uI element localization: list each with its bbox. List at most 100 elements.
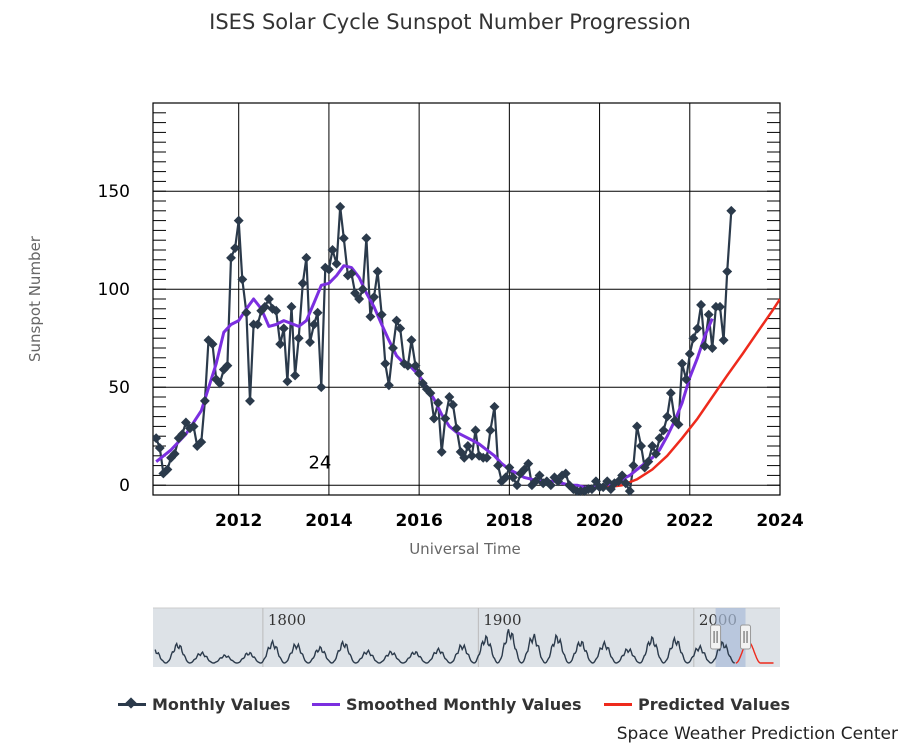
monthly-value-marker (530, 476, 541, 487)
monthly-value-marker (665, 388, 676, 399)
monthly-value-marker (722, 266, 733, 277)
monthly-value-marker (199, 395, 210, 406)
monthly-value-marker (154, 443, 165, 453)
monthly-value-marker (169, 448, 180, 459)
monthly-value-marker (241, 307, 252, 318)
monthly-value-marker (327, 245, 338, 255)
monthly-value-marker (632, 421, 642, 432)
monthly-value-marker (523, 458, 534, 469)
monthly-value-marker (316, 382, 327, 393)
chart-title: ISES Solar Cycle Sunspot Number Progress… (209, 10, 691, 34)
monthly-value-marker (188, 421, 199, 432)
monthly-value-marker (350, 288, 361, 299)
chart-legend: Monthly Values Smoothed Monthly Values P… (0, 692, 900, 716)
x-tick-label: 2024 (756, 511, 803, 531)
legend-label-predicted: Predicted Values (638, 694, 790, 714)
monthly-value-marker (380, 358, 391, 369)
monthly-value-marker (162, 464, 173, 475)
monthly-value-marker (681, 374, 692, 385)
monthly-value-marker (448, 399, 458, 410)
monthly-value-marker (436, 446, 447, 457)
monthly-value-marker (481, 452, 492, 463)
monthly-value-marker (282, 376, 293, 387)
cycle-annotation: 24 (308, 453, 331, 474)
monthly-value-marker (617, 470, 628, 481)
smoothed-values-line (155, 264, 714, 489)
legend-item-predicted[interactable]: Predicted Values (604, 692, 790, 716)
monthly-value-marker (470, 425, 481, 436)
monthly-value-marker (207, 339, 218, 350)
monthly-value-marker (230, 243, 241, 253)
monthly-value-marker (222, 360, 233, 371)
monthly-value-marker (662, 411, 673, 422)
x-tick-label: 2022 (666, 511, 713, 531)
monthly-value-marker (369, 292, 379, 302)
legend-item-smoothed[interactable]: Smoothed Monthly Values (312, 692, 581, 716)
monthly-value-marker (391, 315, 402, 326)
monthly-value-marker (354, 294, 365, 304)
monthly-value-marker (624, 486, 635, 497)
monthly-value-marker (414, 368, 425, 379)
monthly-value-marker (677, 358, 688, 369)
monthly-value-marker (647, 441, 658, 451)
legend-item-monthly[interactable]: Monthly Values (118, 692, 290, 716)
monthly-value-marker (699, 341, 710, 351)
navigator-right-handle[interactable] (740, 624, 752, 650)
monthly-value-marker (534, 470, 545, 481)
navigator-left-handle[interactable] (710, 624, 722, 650)
monthly-value-marker (553, 476, 564, 487)
monthly-value-marker (305, 337, 315, 348)
x-tick-label: 2012 (215, 511, 262, 531)
x-axis-title: Universal Time (409, 540, 521, 558)
legend-label-smoothed: Smoothed Monthly Values (346, 694, 582, 714)
navigator[interactable]: 180019002000 (153, 607, 780, 667)
x-tick-label: 2014 (305, 511, 352, 531)
monthly-value-marker (245, 395, 255, 406)
monthly-value-marker (466, 450, 477, 461)
monthly-value-marker (440, 413, 451, 424)
monthly-value-marker (703, 309, 714, 320)
monthly-value-marker (365, 311, 376, 322)
monthly-value-marker (388, 343, 398, 353)
x-tick-label: 2016 (395, 511, 442, 531)
monthly-value-marker (707, 343, 718, 353)
navigator-history-line (154, 629, 735, 664)
monthly-value-marker (153, 433, 162, 444)
monthly-value-marker (620, 478, 631, 489)
plot-series-group (153, 201, 780, 497)
monthly-value-marker (673, 419, 684, 430)
monthly-value-marker (500, 472, 511, 483)
monthly-value-marker (226, 252, 236, 263)
monthly-value-marker (684, 348, 695, 359)
monthly-value-marker (309, 319, 319, 330)
monthly-value-marker (297, 278, 308, 289)
monthly-value-marker (233, 215, 244, 226)
monthly-value-marker (338, 233, 349, 244)
monthly-value-marker (361, 233, 372, 244)
monthly-value-marker (383, 380, 394, 391)
monthly-value-marker (402, 360, 413, 371)
predicted-values-line (607, 298, 780, 489)
monthly-value-marker (598, 482, 609, 493)
monthly-value-marker (462, 441, 473, 451)
monthly-value-marker (290, 370, 301, 381)
monthly-value-marker (444, 392, 455, 402)
navigator-background (153, 608, 780, 667)
monthly-value-marker (180, 417, 191, 428)
monthly-value-marker (301, 252, 312, 263)
monthly-value-marker (586, 484, 597, 495)
monthly-value-marker (485, 425, 496, 436)
monthly-value-marker (293, 333, 304, 344)
monthly-value-marker (417, 378, 428, 389)
monthly-value-marker (493, 460, 504, 471)
monthly-value-marker (636, 441, 647, 451)
navigator-predicted-line (735, 640, 774, 664)
monthly-value-marker (692, 323, 703, 334)
monthly-value-marker (433, 397, 444, 408)
monthly-value-marker (715, 301, 725, 312)
legend-swatch-smoothed (312, 697, 340, 711)
monthly-value-marker (335, 201, 346, 212)
monthly-value-marker (504, 462, 515, 473)
